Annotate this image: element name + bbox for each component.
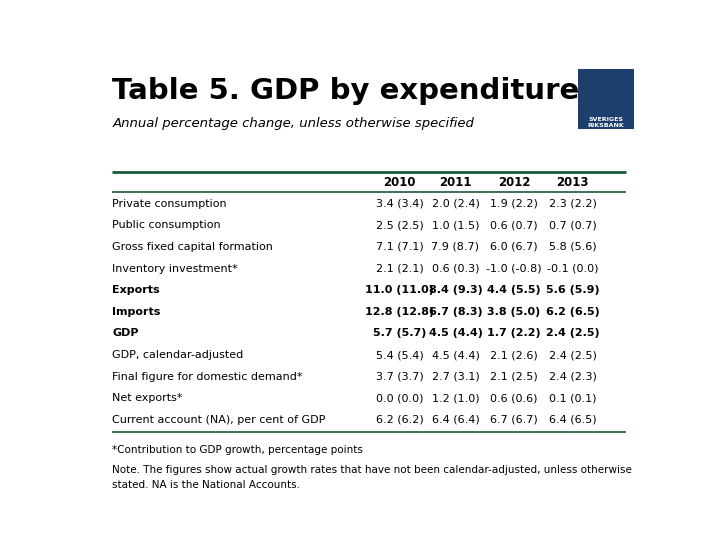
Text: 2.4 (2.5): 2.4 (2.5): [546, 328, 600, 339]
Text: 2.1 (2.6): 2.1 (2.6): [490, 350, 538, 360]
Text: GDP: GDP: [112, 328, 139, 339]
Text: 0.6 (0.7): 0.6 (0.7): [490, 220, 538, 230]
Text: 2.3 (2.2): 2.3 (2.2): [549, 199, 597, 208]
Text: 2.7 (3.1): 2.7 (3.1): [431, 372, 480, 382]
Text: 0.0 (0.0): 0.0 (0.0): [376, 393, 423, 403]
Text: 2.5 (2.5): 2.5 (2.5): [376, 220, 423, 230]
Text: 4.5 (4.4): 4.5 (4.4): [428, 328, 482, 339]
Text: 5.6 (5.9): 5.6 (5.9): [546, 285, 600, 295]
Text: 1.7 (2.2): 1.7 (2.2): [487, 328, 541, 339]
Text: 3.8 (5.0): 3.8 (5.0): [487, 307, 541, 317]
Text: 11.0 (11.0): 11.0 (11.0): [365, 285, 434, 295]
Text: GDP, calendar-adjusted: GDP, calendar-adjusted: [112, 350, 243, 360]
Text: 3.7 (3.7): 3.7 (3.7): [376, 372, 423, 382]
Text: 2.1 (2.5): 2.1 (2.5): [490, 372, 538, 382]
Text: 0.6 (0.3): 0.6 (0.3): [432, 264, 480, 274]
Text: 6.2 (6.5): 6.2 (6.5): [546, 307, 600, 317]
Text: stated. NA is the National Accounts.: stated. NA is the National Accounts.: [112, 480, 300, 490]
Text: Exports: Exports: [112, 285, 160, 295]
Text: 6.7 (6.7): 6.7 (6.7): [490, 415, 538, 425]
Text: 0.7 (0.7): 0.7 (0.7): [549, 220, 597, 230]
Text: Final figure for domestic demand*: Final figure for domestic demand*: [112, 372, 303, 382]
Text: 6.0 (6.7): 6.0 (6.7): [490, 242, 538, 252]
Text: Private consumption: Private consumption: [112, 199, 227, 208]
Text: Public consumption: Public consumption: [112, 220, 221, 230]
Text: 6.7 (8.3): 6.7 (8.3): [428, 307, 482, 317]
Text: Note. The figures show actual growth rates that have not been calendar-adjusted,: Note. The figures show actual growth rat…: [112, 465, 632, 475]
Text: 2011: 2011: [439, 176, 472, 189]
Text: Annual percentage change, unless otherwise specified: Annual percentage change, unless otherwi…: [112, 117, 474, 130]
Text: 1.9 (2.2): 1.9 (2.2): [490, 199, 538, 208]
Text: Gross fixed capital formation: Gross fixed capital formation: [112, 242, 273, 252]
Text: *Contribution to GDP growth, percentage points: *Contribution to GDP growth, percentage …: [112, 445, 363, 455]
Text: 2.4 (2.3): 2.4 (2.3): [549, 372, 597, 382]
Text: Current account (NA), per cent of GDP: Current account (NA), per cent of GDP: [112, 415, 325, 425]
Text: Table 5. GDP by expenditure: Table 5. GDP by expenditure: [112, 77, 580, 105]
Text: 12.8 (12.8): 12.8 (12.8): [365, 307, 434, 317]
Text: 5.7 (5.7): 5.7 (5.7): [373, 328, 426, 339]
Text: 8.4 (9.3): 8.4 (9.3): [428, 285, 482, 295]
Text: 2.4 (2.5): 2.4 (2.5): [549, 350, 597, 360]
Text: Sources: Statistics Sweden and the Riksbank: Sources: Statistics Sweden and the Riksb…: [448, 520, 698, 530]
Text: 3.4 (3.4): 3.4 (3.4): [376, 199, 423, 208]
Text: Net exports*: Net exports*: [112, 393, 183, 403]
Text: 1.2 (1.0): 1.2 (1.0): [432, 393, 480, 403]
Text: 6.4 (6.4): 6.4 (6.4): [431, 415, 480, 425]
FancyBboxPatch shape: [578, 69, 634, 129]
Text: 2.1 (2.1): 2.1 (2.1): [376, 264, 423, 274]
Text: 7.1 (7.1): 7.1 (7.1): [376, 242, 423, 252]
Text: 6.4 (6.5): 6.4 (6.5): [549, 415, 596, 425]
Text: SVERIGES
RIKSBANK: SVERIGES RIKSBANK: [588, 117, 624, 127]
Text: 2010: 2010: [384, 176, 416, 189]
Text: 2.0 (2.4): 2.0 (2.4): [431, 199, 480, 208]
Text: 2013: 2013: [557, 176, 589, 189]
Text: 6.2 (6.2): 6.2 (6.2): [376, 415, 423, 425]
Text: 2012: 2012: [498, 176, 531, 189]
Text: Imports: Imports: [112, 307, 161, 317]
Text: 7.9 (8.7): 7.9 (8.7): [431, 242, 480, 252]
Text: 5.8 (5.6): 5.8 (5.6): [549, 242, 596, 252]
Text: 0.1 (0.1): 0.1 (0.1): [549, 393, 596, 403]
Text: 0.6 (0.6): 0.6 (0.6): [490, 393, 538, 403]
Text: 4.5 (4.4): 4.5 (4.4): [431, 350, 480, 360]
Text: 5.4 (5.4): 5.4 (5.4): [376, 350, 423, 360]
Text: 4.4 (5.5): 4.4 (5.5): [487, 285, 541, 295]
Text: -1.0 (-0.8): -1.0 (-0.8): [486, 264, 542, 274]
Text: -0.1 (0.0): -0.1 (0.0): [547, 264, 598, 274]
Text: Inventory investment*: Inventory investment*: [112, 264, 238, 274]
Text: 1.0 (1.5): 1.0 (1.5): [432, 220, 480, 230]
